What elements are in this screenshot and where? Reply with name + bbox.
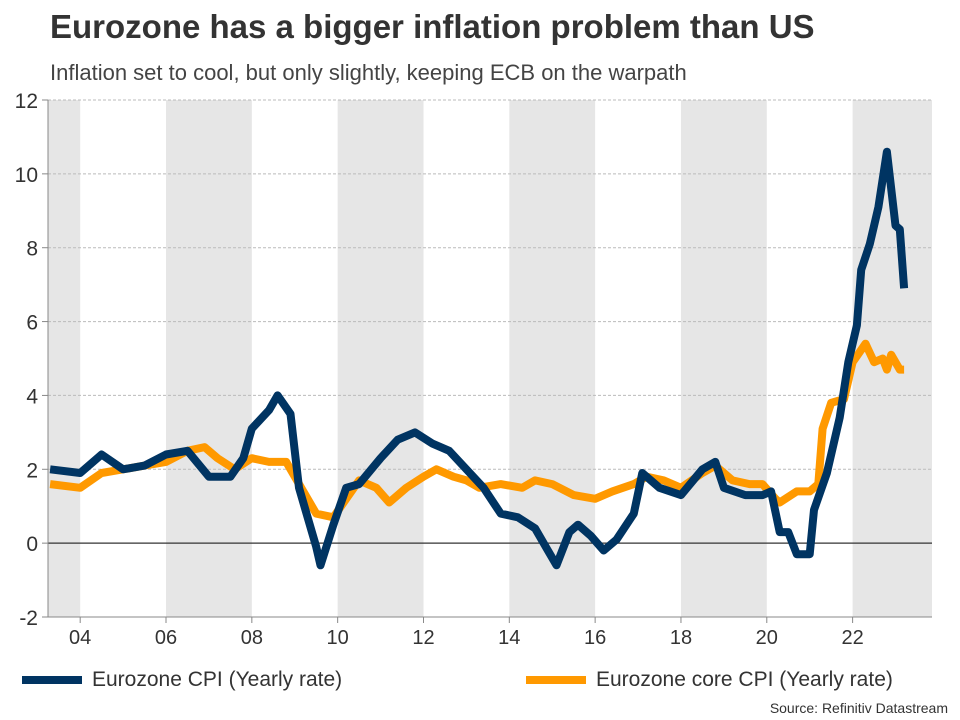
chart-subtitle: Inflation set to cool, but only slightly… — [50, 60, 687, 85]
legend-swatch — [22, 676, 82, 684]
x-tick-label: 16 — [584, 627, 606, 649]
y-tick-label: 8 — [26, 238, 38, 261]
source-note: Source: Refinitiv Datastream — [769, 700, 948, 716]
shaded-band — [166, 100, 252, 617]
y-tick-label: 0 — [26, 533, 38, 556]
x-tick-label: 06 — [155, 627, 177, 649]
y-tick-label: 4 — [26, 385, 38, 408]
shaded-band — [337, 100, 424, 617]
x-tick-label: 18 — [670, 627, 692, 649]
legend-swatch — [526, 676, 586, 684]
x-tick-label: 20 — [756, 627, 778, 649]
series-line-cpi — [49, 147, 909, 570]
legend-item-cpi: Eurozone CPI (Yearly rate) — [22, 668, 342, 692]
legend-label: Eurozone CPI (Yearly rate) — [92, 668, 343, 691]
x-tick-label: 14 — [498, 627, 520, 649]
y-tick-label: 2 — [26, 459, 38, 482]
y-tick-label: 10 — [15, 164, 38, 187]
x-tick-label: 22 — [841, 627, 863, 649]
shaded-band — [509, 100, 596, 617]
x-tick-label: 04 — [69, 627, 91, 649]
x-tick-label: 08 — [241, 627, 263, 649]
y-tick-label: 12 — [15, 90, 38, 113]
legend-item-core-cpi: Eurozone core CPI (Yearly rate) — [526, 668, 893, 692]
legend-label: Eurozone core CPI (Yearly rate) — [596, 668, 893, 691]
x-tick-label: 10 — [327, 627, 349, 649]
y-tick-label: 6 — [26, 312, 38, 335]
y-tick-label: -2 — [19, 607, 38, 630]
chart-title: Eurozone has a bigger inflation problem … — [50, 8, 815, 45]
shaded-band — [680, 100, 767, 617]
shaded-band — [48, 100, 81, 617]
x-tick-label: 12 — [412, 627, 434, 649]
